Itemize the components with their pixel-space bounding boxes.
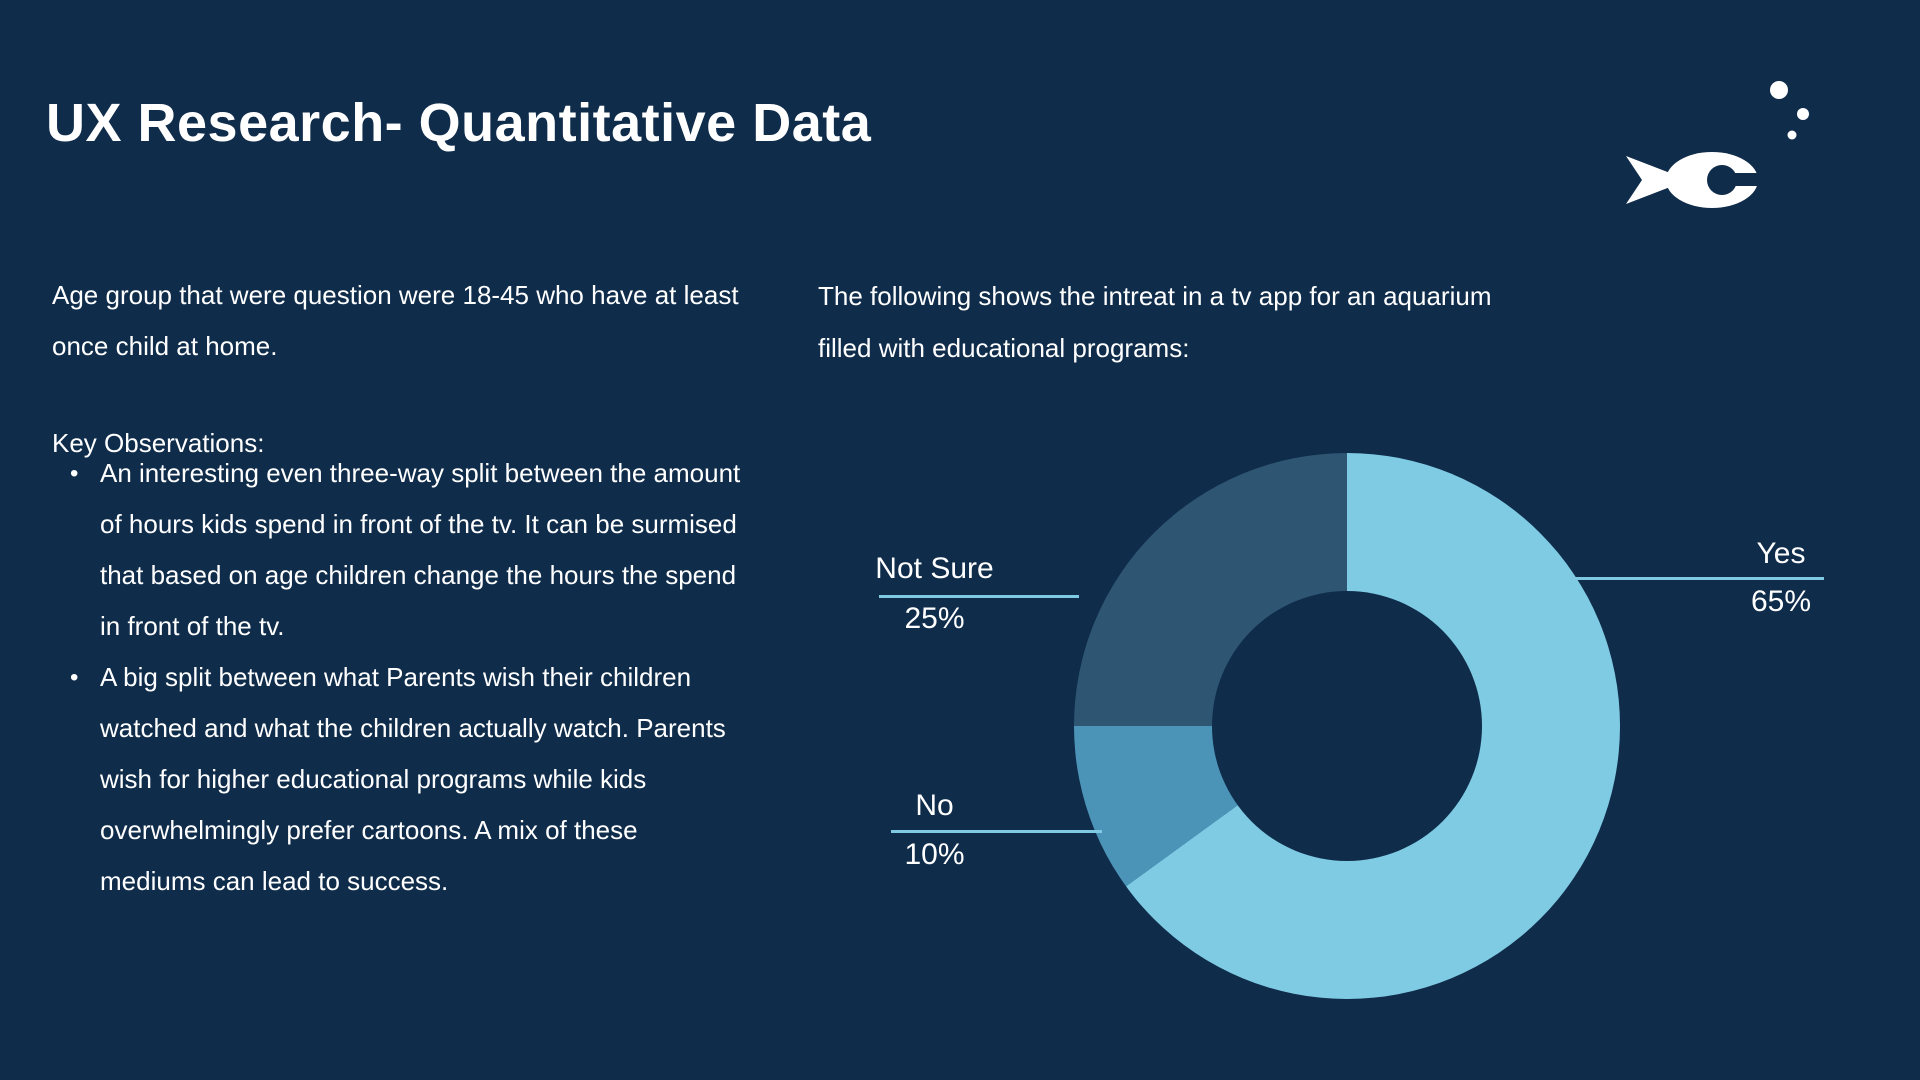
donut-hole: [1212, 591, 1482, 861]
observation-item: An interesting even three-way split betw…: [52, 448, 742, 652]
donut-chart: [1074, 453, 1620, 999]
segment-value-not-sure: 25%: [904, 602, 965, 635]
observations-list: An interesting even three-way split betw…: [52, 448, 742, 907]
leader-line-not-sure: [879, 595, 1079, 598]
fish-icon: [1626, 152, 1764, 208]
intro-text: Age group that were question were 18-45 …: [52, 280, 739, 361]
bubble-medium-icon: [1797, 108, 1809, 120]
segment-value-yes: 65%: [1750, 585, 1812, 618]
page-title: UX Research- Quantitative Data: [46, 93, 872, 154]
segment-value-no: 10%: [904, 838, 965, 871]
bubble-large-icon: [1770, 81, 1788, 99]
leader-line-yes: [1571, 577, 1824, 580]
bubble-small-icon: [1787, 130, 1797, 140]
segment-label-no: No: [915, 789, 954, 822]
segment-label-yes: Yes: [1756, 537, 1806, 570]
leader-line-no: [891, 830, 1102, 833]
observation-item: A big split between what Parents wish th…: [52, 652, 742, 907]
segment-label-not-sure: Not Sure: [875, 552, 994, 585]
chart-description: The following shows the intreat in a tv …: [818, 281, 1492, 363]
fish-logo: [1626, 81, 1809, 208]
